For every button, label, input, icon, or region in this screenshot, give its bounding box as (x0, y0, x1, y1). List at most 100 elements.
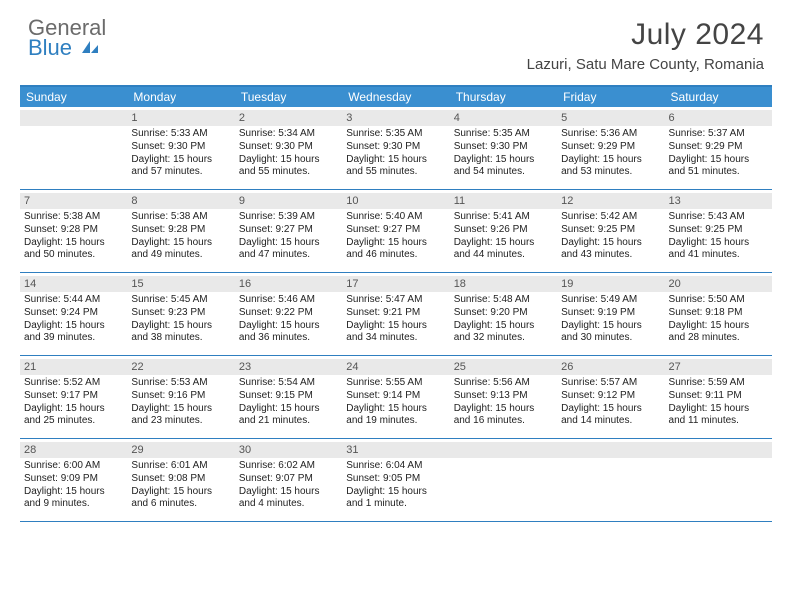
day-detail-line: and 51 minutes. (669, 166, 768, 179)
day-number: 6 (665, 110, 772, 126)
weekday-header: Thursday (450, 87, 557, 107)
day-number: 2 (235, 110, 342, 126)
day-detail-line: and 41 minutes. (669, 249, 768, 262)
day-detail-line: Daylight: 15 hours (131, 486, 230, 499)
day-number: 28 (20, 442, 127, 458)
day-detail-line: Sunset: 9:30 PM (454, 141, 553, 154)
day-detail-line: and 36 minutes. (239, 332, 338, 345)
day-detail-line: Sunrise: 5:35 AM (346, 128, 445, 141)
day-detail-line: Daylight: 15 hours (561, 403, 660, 416)
day-detail-line: Sunset: 9:30 PM (346, 141, 445, 154)
day-detail-line: Daylight: 15 hours (131, 320, 230, 333)
day-detail-line: Sunrise: 5:40 AM (346, 211, 445, 224)
day-detail-line: and 19 minutes. (346, 415, 445, 428)
day-number: 18 (450, 276, 557, 292)
day-detail-line: and 28 minutes. (669, 332, 768, 345)
day-detail-line: Sunset: 9:26 PM (454, 224, 553, 237)
day-cell (665, 439, 772, 521)
day-detail-line: Daylight: 15 hours (131, 154, 230, 167)
day-cell: 18Sunrise: 5:48 AMSunset: 9:20 PMDayligh… (450, 273, 557, 355)
day-number: 7 (20, 193, 127, 209)
day-detail-line: Sunset: 9:28 PM (131, 224, 230, 237)
day-detail-line: Daylight: 15 hours (454, 403, 553, 416)
day-number: 12 (557, 193, 664, 209)
weekday-header: Saturday (665, 87, 772, 107)
day-cell: 10Sunrise: 5:40 AMSunset: 9:27 PMDayligh… (342, 190, 449, 272)
day-cell: 7Sunrise: 5:38 AMSunset: 9:28 PMDaylight… (20, 190, 127, 272)
day-cell: 15Sunrise: 5:45 AMSunset: 9:23 PMDayligh… (127, 273, 234, 355)
day-detail-line: Daylight: 15 hours (346, 237, 445, 250)
day-detail-line: Sunset: 9:19 PM (561, 307, 660, 320)
day-detail-line: and 50 minutes. (24, 249, 123, 262)
day-detail-line: Daylight: 15 hours (131, 237, 230, 250)
day-detail-line: Sunset: 9:21 PM (346, 307, 445, 320)
day-detail-line: Sunset: 9:17 PM (24, 390, 123, 403)
day-detail-line: Sunset: 9:30 PM (239, 141, 338, 154)
day-detail-line: Sunrise: 6:04 AM (346, 460, 445, 473)
day-detail-line: Sunrise: 5:38 AM (24, 211, 123, 224)
day-number: 24 (342, 359, 449, 375)
day-detail-line: Daylight: 15 hours (561, 154, 660, 167)
day-number: 1 (127, 110, 234, 126)
day-detail-line: Sunrise: 5:39 AM (239, 211, 338, 224)
page-header: General Blue July 2024 Lazuri, Satu Mare… (0, 0, 792, 79)
logo: General Blue (28, 18, 106, 58)
day-number: 5 (557, 110, 664, 126)
day-detail-line: Sunset: 9:14 PM (346, 390, 445, 403)
day-detail-line: Daylight: 15 hours (669, 154, 768, 167)
title-block: July 2024 Lazuri, Satu Mare County, Roma… (527, 18, 764, 73)
day-detail-line: Daylight: 15 hours (346, 403, 445, 416)
day-detail-line: Sunset: 9:29 PM (669, 141, 768, 154)
day-detail-line: Sunrise: 5:59 AM (669, 377, 768, 390)
day-detail-line: Daylight: 15 hours (24, 486, 123, 499)
day-detail-line: Sunrise: 6:00 AM (24, 460, 123, 473)
day-detail-line: Sunset: 9:05 PM (346, 473, 445, 486)
day-detail-line: Daylight: 15 hours (669, 237, 768, 250)
day-detail-line: and 55 minutes. (346, 166, 445, 179)
day-detail-line: Daylight: 15 hours (346, 486, 445, 499)
day-detail-line: Daylight: 15 hours (24, 320, 123, 333)
day-detail-line: Sunrise: 5:36 AM (561, 128, 660, 141)
day-cell: 28Sunrise: 6:00 AMSunset: 9:09 PMDayligh… (20, 439, 127, 521)
day-number: 31 (342, 442, 449, 458)
day-detail-line: Daylight: 15 hours (454, 237, 553, 250)
day-number: 21 (20, 359, 127, 375)
day-detail-line: Sunset: 9:28 PM (24, 224, 123, 237)
day-cell (557, 439, 664, 521)
day-detail-line: Daylight: 15 hours (346, 154, 445, 167)
day-detail-line: Sunrise: 5:43 AM (669, 211, 768, 224)
day-detail-line: Sunrise: 5:56 AM (454, 377, 553, 390)
day-cell: 19Sunrise: 5:49 AMSunset: 9:19 PMDayligh… (557, 273, 664, 355)
day-detail-line: Sunrise: 6:01 AM (131, 460, 230, 473)
day-detail-line: and 49 minutes. (131, 249, 230, 262)
day-cell: 11Sunrise: 5:41 AMSunset: 9:26 PMDayligh… (450, 190, 557, 272)
day-detail-line: Sunrise: 5:34 AM (239, 128, 338, 141)
weekday-header-row: SundayMondayTuesdayWednesdayThursdayFrid… (20, 87, 772, 107)
day-number (557, 442, 664, 458)
day-number: 19 (557, 276, 664, 292)
day-detail-line: Sunset: 9:30 PM (131, 141, 230, 154)
day-detail-line: Daylight: 15 hours (346, 320, 445, 333)
day-detail-line: and 44 minutes. (454, 249, 553, 262)
day-cell: 14Sunrise: 5:44 AMSunset: 9:24 PMDayligh… (20, 273, 127, 355)
day-number: 30 (235, 442, 342, 458)
day-detail-line: Sunrise: 5:42 AM (561, 211, 660, 224)
day-detail-line: Daylight: 15 hours (669, 320, 768, 333)
week-row: 7Sunrise: 5:38 AMSunset: 9:28 PMDaylight… (20, 190, 772, 273)
day-detail-line: and 30 minutes. (561, 332, 660, 345)
logo-line2: Blue (28, 38, 106, 58)
day-detail-line: and 32 minutes. (454, 332, 553, 345)
day-detail-line: Daylight: 15 hours (239, 486, 338, 499)
weekday-header: Friday (557, 87, 664, 107)
day-number: 23 (235, 359, 342, 375)
day-detail-line: and 16 minutes. (454, 415, 553, 428)
day-cell (20, 107, 127, 189)
day-cell: 24Sunrise: 5:55 AMSunset: 9:14 PMDayligh… (342, 356, 449, 438)
day-detail-line: Daylight: 15 hours (669, 403, 768, 416)
day-detail-line: and 55 minutes. (239, 166, 338, 179)
day-detail-line: Daylight: 15 hours (239, 320, 338, 333)
weekday-header: Tuesday (235, 87, 342, 107)
day-detail-line: Sunset: 9:11 PM (669, 390, 768, 403)
day-detail-line: Sunset: 9:16 PM (131, 390, 230, 403)
weekday-header: Sunday (20, 87, 127, 107)
